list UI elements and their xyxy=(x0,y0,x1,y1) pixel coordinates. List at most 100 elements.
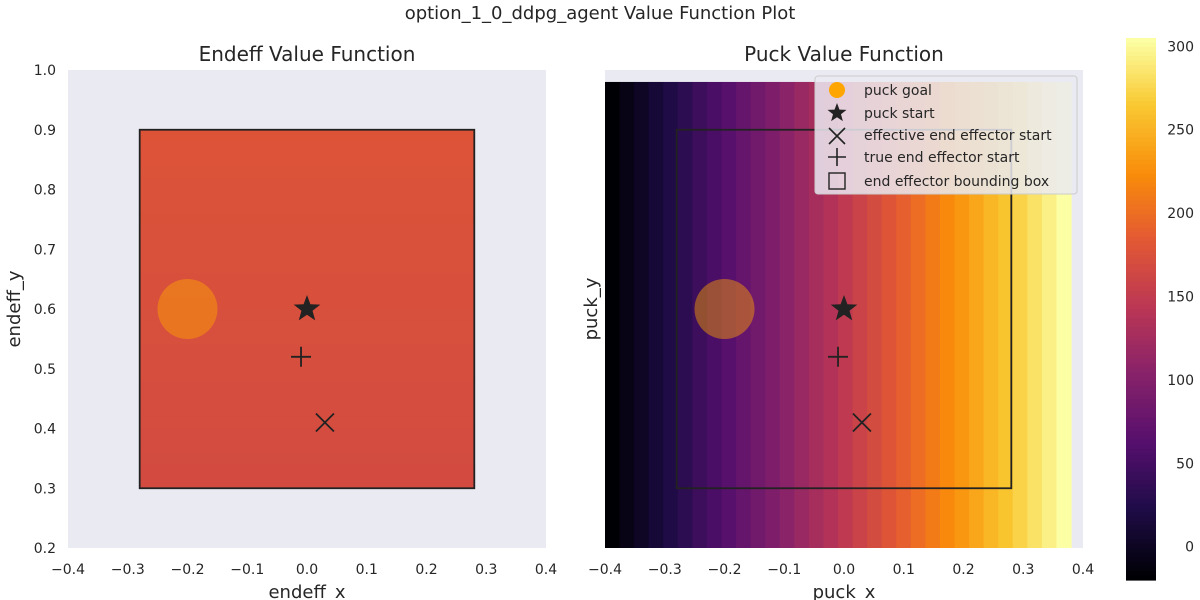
colorbar-segment xyxy=(1126,137,1156,143)
puck-heatmap-cell xyxy=(605,81,621,548)
colorbar-segment xyxy=(1126,458,1156,464)
colorbar-segment xyxy=(1126,38,1156,44)
y-tick-label: 0.8 xyxy=(34,183,56,199)
endeff-puck-goal-marker xyxy=(157,279,218,339)
legend-square-icon xyxy=(828,172,846,190)
puck-heatmap-cell xyxy=(1041,81,1058,548)
colorbar-segment xyxy=(1126,462,1156,468)
colorbar-segment xyxy=(1126,530,1156,536)
colorbar-segment xyxy=(1126,128,1156,134)
x-tick-label: 0.2 xyxy=(952,562,974,578)
colorbar-segment xyxy=(1126,399,1156,405)
endeff-value-function-plot: Endeff Value Function −0.4 −0.3 −0.2 −0.1 0.… xyxy=(4,42,557,600)
puck-heatmap-cell xyxy=(765,81,781,548)
puck-heatmap-cell xyxy=(896,81,912,548)
endeff-heatmap-cell xyxy=(139,249,475,262)
x-tick-label: 0.3 xyxy=(1012,562,1034,578)
colorbar-segment xyxy=(1126,164,1156,170)
puck-heatmap-cell xyxy=(648,81,664,548)
endeff-heatmap-cell xyxy=(139,273,475,286)
endeff-heatmap-cell xyxy=(139,213,475,226)
endeff-heatmap-cell xyxy=(139,225,475,238)
puck-puck-start-marker xyxy=(830,295,858,321)
colorbar-segment xyxy=(1126,132,1156,138)
colorbar-segment xyxy=(1126,69,1156,75)
colorbar-segment xyxy=(1126,259,1156,265)
colorbar-segment xyxy=(1126,146,1156,152)
endeff-heatmap-cell xyxy=(139,452,475,465)
colorbar-segment xyxy=(1126,412,1156,418)
x-tick-label: 0.4 xyxy=(1072,562,1094,578)
colorbar-tick-label: 250 xyxy=(1167,123,1194,139)
colorbar-segment xyxy=(1126,390,1156,396)
puck-heatmap-cell xyxy=(677,81,693,548)
legend-label: puck start xyxy=(864,106,935,122)
puck-heatmap-cell xyxy=(1027,81,1043,548)
endeff-heatmap-cell xyxy=(139,237,475,250)
colorbar-segment xyxy=(1126,268,1156,274)
endeff-bounding-box xyxy=(138,128,476,490)
puck-heatmap-cell xyxy=(692,81,708,548)
endeff-heatmap-cell xyxy=(139,320,475,334)
x-tick-label: −0.4 xyxy=(588,562,622,578)
colorbar-segment xyxy=(1126,525,1156,531)
endeff-heatmap-cell xyxy=(139,165,475,179)
colorbar-segment xyxy=(1126,322,1156,328)
colorbar-segment xyxy=(1126,435,1156,441)
colorbar-segment xyxy=(1126,561,1156,568)
endeff-heatmap-cell xyxy=(139,404,475,418)
endeff-heatmap-cell xyxy=(139,153,475,167)
y-tick-label: 0.5 xyxy=(34,362,56,378)
colorbar-segment xyxy=(1126,444,1156,450)
x-tick-label: 0.2 xyxy=(415,562,437,578)
colorbar-segment xyxy=(1126,56,1156,62)
colorbar-tick-label: 0 xyxy=(1185,540,1194,556)
colorbar-segment xyxy=(1126,421,1156,428)
colorbar-segment xyxy=(1126,191,1156,197)
colorbar-segment xyxy=(1126,173,1156,179)
colorbar-segment xyxy=(1126,449,1156,455)
puck-heatmap-cell xyxy=(1056,81,1072,548)
endeff-puck-start-marker xyxy=(293,295,321,321)
endeff-heatmap-cell xyxy=(139,285,475,298)
colorbar-segment xyxy=(1126,223,1156,229)
colorbar-segment xyxy=(1126,309,1156,315)
colorbar-segment xyxy=(1126,214,1156,220)
colorbar-segment xyxy=(1126,385,1156,391)
puck-heatmap-cell xyxy=(619,81,635,548)
endeff-heatmap-cell xyxy=(139,309,475,322)
puck-heatmap-cell xyxy=(663,81,679,548)
colorbar-segment xyxy=(1126,187,1156,193)
legend-plus-icon xyxy=(828,148,846,166)
colorbar-segment xyxy=(1126,105,1156,111)
puck-heatmap-cell xyxy=(750,81,766,548)
colorbar-segment xyxy=(1126,74,1156,80)
endeff-heatmap-cell xyxy=(139,141,475,155)
x-tick-label: −0.4 xyxy=(51,562,85,578)
colorbar-segment xyxy=(1126,92,1156,98)
endeff-heatmap-cell xyxy=(139,368,475,382)
colorbar-segment xyxy=(1126,290,1156,297)
colorbar-segment xyxy=(1126,453,1156,459)
legend-label: effective end effector start xyxy=(864,128,1052,144)
puck-x-axis-label: puck_x xyxy=(813,582,876,600)
puck-heatmap-cell xyxy=(954,81,970,548)
endeff-heatmap-cell xyxy=(139,129,475,143)
figure-suptitle: option_1_0_ddpg_agent Value Function Plo… xyxy=(405,3,796,24)
legend-star-icon xyxy=(827,103,847,122)
colorbar-segment xyxy=(1126,209,1156,215)
colorbar-segment xyxy=(1126,232,1156,238)
colorbar-segment xyxy=(1126,480,1156,486)
colorbar-segment xyxy=(1126,218,1156,224)
endeff-markers xyxy=(138,128,476,490)
colorbar-tick-label: 200 xyxy=(1167,206,1194,222)
colorbar-segment xyxy=(1126,548,1156,554)
colorbar-segment xyxy=(1126,403,1156,409)
endeff-heatmap-cell xyxy=(139,416,475,430)
colorbar-segment xyxy=(1126,227,1156,233)
colorbar-segment xyxy=(1126,304,1156,310)
colorbar: 0 50 100 150 200 250 300 xyxy=(1126,38,1194,581)
colorbar-segment xyxy=(1126,467,1156,473)
colorbar-segment xyxy=(1126,119,1156,125)
